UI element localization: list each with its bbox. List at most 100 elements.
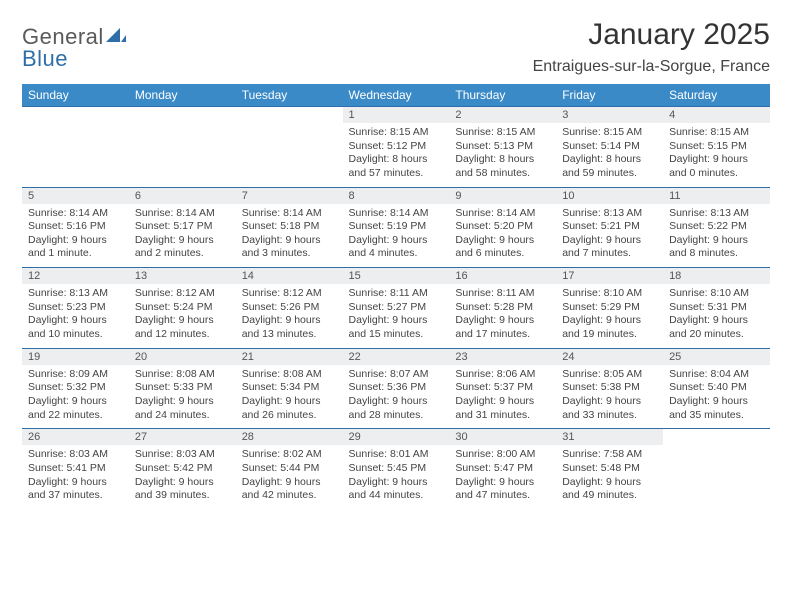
day-number-cell: 5	[22, 187, 129, 204]
sunset-line: Sunset: 5:26 PM	[242, 301, 337, 315]
sunrise-line: Sunrise: 8:03 AM	[28, 448, 123, 462]
sunrise-line: Sunrise: 8:14 AM	[455, 207, 550, 221]
daylight-line-1: Daylight: 9 hours	[135, 314, 230, 328]
sunrise-line: Sunrise: 8:04 AM	[669, 368, 764, 382]
sunset-line: Sunset: 5:27 PM	[349, 301, 444, 315]
sunrise-line: Sunrise: 8:06 AM	[455, 368, 550, 382]
daylight-line-1: Daylight: 9 hours	[28, 234, 123, 248]
daylight-line-2: and 59 minutes.	[562, 167, 657, 181]
daylight-line-2: and 24 minutes.	[135, 409, 230, 423]
sunset-line: Sunset: 5:37 PM	[455, 381, 550, 395]
sunrise-line: Sunrise: 8:11 AM	[349, 287, 444, 301]
sunset-line: Sunset: 5:38 PM	[562, 381, 657, 395]
day-header: Wednesday	[343, 84, 450, 107]
day-number-cell: 2	[449, 107, 556, 124]
daylight-line-2: and 15 minutes.	[349, 328, 444, 342]
sunrise-line: Sunrise: 8:09 AM	[28, 368, 123, 382]
day-number-cell: 13	[129, 268, 236, 285]
daylight-line-2: and 10 minutes.	[28, 328, 123, 342]
day-number-cell: 30	[449, 429, 556, 446]
day-details-cell: Sunrise: 8:01 AMSunset: 5:45 PMDaylight:…	[343, 445, 450, 509]
daylight-line-2: and 33 minutes.	[562, 409, 657, 423]
day-number-cell: 28	[236, 429, 343, 446]
sunset-line: Sunset: 5:47 PM	[455, 462, 550, 476]
day-number-cell	[129, 107, 236, 124]
daylight-line-1: Daylight: 9 hours	[669, 234, 764, 248]
sunrise-line: Sunrise: 8:00 AM	[455, 448, 550, 462]
daylight-line-2: and 22 minutes.	[28, 409, 123, 423]
daynum-row: 19202122232425	[22, 348, 770, 365]
sunset-line: Sunset: 5:40 PM	[669, 381, 764, 395]
day-number-cell: 26	[22, 429, 129, 446]
daylight-line-1: Daylight: 9 hours	[135, 234, 230, 248]
day-number-cell: 16	[449, 268, 556, 285]
sunset-line: Sunset: 5:14 PM	[562, 140, 657, 154]
day-details-cell: Sunrise: 8:10 AMSunset: 5:29 PMDaylight:…	[556, 284, 663, 348]
sunrise-line: Sunrise: 8:11 AM	[455, 287, 550, 301]
day-number-cell: 20	[129, 348, 236, 365]
sunset-line: Sunset: 5:42 PM	[135, 462, 230, 476]
day-details-cell: Sunrise: 8:13 AMSunset: 5:21 PMDaylight:…	[556, 204, 663, 268]
daylight-line-1: Daylight: 9 hours	[455, 476, 550, 490]
day-details-cell: Sunrise: 8:03 AMSunset: 5:41 PMDaylight:…	[22, 445, 129, 509]
daylight-line-2: and 7 minutes.	[562, 247, 657, 261]
day-details-cell	[22, 123, 129, 187]
daylight-line-2: and 8 minutes.	[669, 247, 764, 261]
day-details-cell: Sunrise: 8:14 AMSunset: 5:18 PMDaylight:…	[236, 204, 343, 268]
day-number-cell: 6	[129, 187, 236, 204]
day-details-cell: Sunrise: 8:06 AMSunset: 5:37 PMDaylight:…	[449, 365, 556, 429]
daylight-line-2: and 49 minutes.	[562, 489, 657, 503]
daylight-line-2: and 4 minutes.	[349, 247, 444, 261]
header: General January 2025 Entraigues-sur-la-S…	[22, 18, 770, 76]
day-number-cell: 22	[343, 348, 450, 365]
day-details-cell: Sunrise: 8:15 AMSunset: 5:15 PMDaylight:…	[663, 123, 770, 187]
daylight-line-1: Daylight: 9 hours	[562, 234, 657, 248]
day-number-cell: 4	[663, 107, 770, 124]
brand-part2: Blue	[22, 46, 68, 71]
day-details-cell: Sunrise: 8:15 AMSunset: 5:13 PMDaylight:…	[449, 123, 556, 187]
sunset-line: Sunset: 5:34 PM	[242, 381, 337, 395]
day-details-cell: Sunrise: 8:08 AMSunset: 5:34 PMDaylight:…	[236, 365, 343, 429]
day-details-cell: Sunrise: 8:14 AMSunset: 5:19 PMDaylight:…	[343, 204, 450, 268]
day-number-cell: 9	[449, 187, 556, 204]
details-row: Sunrise: 8:03 AMSunset: 5:41 PMDaylight:…	[22, 445, 770, 509]
day-details-cell: Sunrise: 8:14 AMSunset: 5:17 PMDaylight:…	[129, 204, 236, 268]
day-number-cell: 31	[556, 429, 663, 446]
sunset-line: Sunset: 5:45 PM	[349, 462, 444, 476]
sunset-line: Sunset: 5:44 PM	[242, 462, 337, 476]
sunset-line: Sunset: 5:32 PM	[28, 381, 123, 395]
brand-sail-icon	[106, 26, 126, 49]
day-number-cell: 25	[663, 348, 770, 365]
sunrise-line: Sunrise: 8:02 AM	[242, 448, 337, 462]
day-details-cell: Sunrise: 8:12 AMSunset: 5:26 PMDaylight:…	[236, 284, 343, 348]
sunrise-line: Sunrise: 8:10 AM	[669, 287, 764, 301]
day-number-cell: 7	[236, 187, 343, 204]
sunrise-line: Sunrise: 8:05 AM	[562, 368, 657, 382]
day-number-cell: 19	[22, 348, 129, 365]
day-header-row: Sunday Monday Tuesday Wednesday Thursday…	[22, 84, 770, 107]
daylight-line-1: Daylight: 8 hours	[349, 153, 444, 167]
day-details-cell: Sunrise: 8:00 AMSunset: 5:47 PMDaylight:…	[449, 445, 556, 509]
daynum-row: 262728293031	[22, 429, 770, 446]
sunset-line: Sunset: 5:22 PM	[669, 220, 764, 234]
sunrise-line: Sunrise: 8:13 AM	[669, 207, 764, 221]
daylight-line-1: Daylight: 9 hours	[28, 314, 123, 328]
sunset-line: Sunset: 5:16 PM	[28, 220, 123, 234]
day-details-cell: Sunrise: 8:03 AMSunset: 5:42 PMDaylight:…	[129, 445, 236, 509]
daylight-line-1: Daylight: 8 hours	[562, 153, 657, 167]
sunrise-line: Sunrise: 8:15 AM	[669, 126, 764, 140]
daylight-line-2: and 35 minutes.	[669, 409, 764, 423]
sunrise-line: Sunrise: 8:14 AM	[349, 207, 444, 221]
daylight-line-2: and 31 minutes.	[455, 409, 550, 423]
day-header: Saturday	[663, 84, 770, 107]
sunset-line: Sunset: 5:19 PM	[349, 220, 444, 234]
sunrise-line: Sunrise: 8:13 AM	[562, 207, 657, 221]
day-number-cell: 1	[343, 107, 450, 124]
sunrise-line: Sunrise: 8:13 AM	[28, 287, 123, 301]
day-details-cell: Sunrise: 8:07 AMSunset: 5:36 PMDaylight:…	[343, 365, 450, 429]
day-details-cell: Sunrise: 8:08 AMSunset: 5:33 PMDaylight:…	[129, 365, 236, 429]
day-details-cell: Sunrise: 8:13 AMSunset: 5:23 PMDaylight:…	[22, 284, 129, 348]
daynum-row: 567891011	[22, 187, 770, 204]
day-details-cell: Sunrise: 8:04 AMSunset: 5:40 PMDaylight:…	[663, 365, 770, 429]
daylight-line-1: Daylight: 9 hours	[562, 314, 657, 328]
